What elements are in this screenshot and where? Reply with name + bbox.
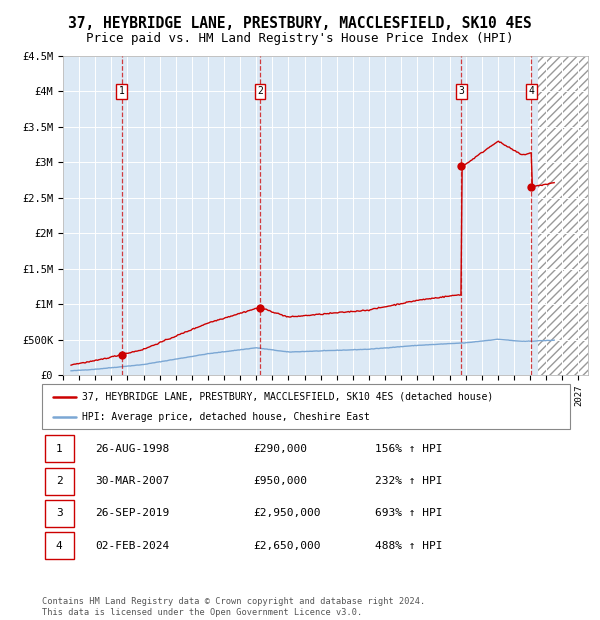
Text: 693% ↑ HPI: 693% ↑ HPI [374, 508, 442, 518]
Text: £950,000: £950,000 [253, 476, 307, 486]
Bar [538, 56, 588, 375]
Text: 4: 4 [56, 541, 62, 551]
FancyBboxPatch shape [44, 532, 74, 559]
FancyBboxPatch shape [44, 500, 74, 527]
Text: 488% ↑ HPI: 488% ↑ HPI [374, 541, 442, 551]
Text: £2,650,000: £2,650,000 [253, 541, 321, 551]
Text: 26-SEP-2019: 26-SEP-2019 [95, 508, 169, 518]
Text: 37, HEYBRIDGE LANE, PRESTBURY, MACCLESFIELD, SK10 4ES (detached house): 37, HEYBRIDGE LANE, PRESTBURY, MACCLESFI… [82, 392, 493, 402]
FancyBboxPatch shape [44, 435, 74, 463]
Text: 3: 3 [458, 86, 464, 96]
Text: £2,950,000: £2,950,000 [253, 508, 321, 518]
Text: 26-AUG-1998: 26-AUG-1998 [95, 444, 169, 454]
Text: 37, HEYBRIDGE LANE, PRESTBURY, MACCLESFIELD, SK10 4ES: 37, HEYBRIDGE LANE, PRESTBURY, MACCLESFI… [68, 16, 532, 31]
Text: 2: 2 [56, 476, 62, 486]
Text: 232% ↑ HPI: 232% ↑ HPI [374, 476, 442, 486]
Text: 156% ↑ HPI: 156% ↑ HPI [374, 444, 442, 454]
Text: Price paid vs. HM Land Registry's House Price Index (HPI): Price paid vs. HM Land Registry's House … [86, 32, 514, 45]
Text: 02-FEB-2024: 02-FEB-2024 [95, 541, 169, 551]
Text: 30-MAR-2007: 30-MAR-2007 [95, 476, 169, 486]
Text: 3: 3 [56, 508, 62, 518]
Text: 4: 4 [529, 86, 535, 96]
Text: HPI: Average price, detached house, Cheshire East: HPI: Average price, detached house, Ches… [82, 412, 370, 422]
Text: 1: 1 [56, 444, 62, 454]
FancyBboxPatch shape [42, 384, 570, 429]
Text: Contains HM Land Registry data © Crown copyright and database right 2024.
This d: Contains HM Land Registry data © Crown c… [42, 598, 425, 617]
Text: 1: 1 [119, 86, 125, 96]
FancyBboxPatch shape [44, 467, 74, 495]
Text: £290,000: £290,000 [253, 444, 307, 454]
Text: 2: 2 [257, 86, 263, 96]
